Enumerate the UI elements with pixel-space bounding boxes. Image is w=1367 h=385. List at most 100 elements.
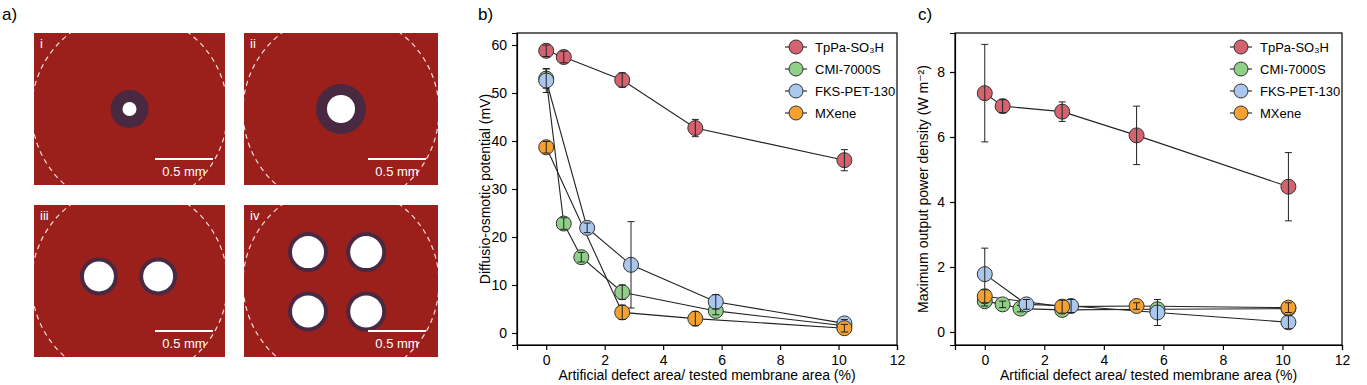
tick-mark <box>512 189 517 190</box>
data-point <box>574 250 589 265</box>
x-axis-title: Artificial defect area/ tested membrane … <box>1000 367 1297 383</box>
tick-mark <box>512 333 517 334</box>
error-bar <box>1023 300 1030 310</box>
tick-mark <box>838 345 839 350</box>
error-bar <box>981 290 988 303</box>
micrograph <box>34 205 225 357</box>
error-bar <box>543 69 550 93</box>
image-label: ii <box>250 36 256 51</box>
tick-label: 2 <box>601 352 609 368</box>
defect-halo <box>346 232 386 272</box>
legend-marker <box>789 62 803 76</box>
data-point <box>580 220 595 235</box>
error-bar <box>619 305 626 319</box>
defect-halo <box>139 257 177 295</box>
image-label: i <box>40 36 43 51</box>
data-point <box>837 321 852 336</box>
data-point <box>539 43 554 58</box>
tick-label: 4 <box>937 194 945 210</box>
error-bar <box>1133 106 1140 165</box>
tested-area-outline <box>34 205 225 357</box>
tick-label: 30 <box>491 181 507 197</box>
tested-area-outline <box>34 33 225 185</box>
tick: 0 <box>543 345 551 368</box>
y-axis-title: Maximum output power density (W m⁻²) <box>915 65 931 313</box>
chart: b)0246810120102030405060Artificial defec… <box>477 5 905 383</box>
defect-halo <box>316 84 366 134</box>
tick-label: 0 <box>981 352 989 368</box>
tick-mark <box>512 141 517 142</box>
tick-label: 8 <box>937 64 945 80</box>
error-bar <box>560 51 567 63</box>
tick-mark <box>512 45 517 46</box>
micrograph-background <box>244 33 438 185</box>
micrograph-background <box>34 33 225 185</box>
tick-label: 6 <box>937 129 945 145</box>
error-bar <box>841 324 848 332</box>
micrograph-background <box>34 205 225 357</box>
tick-mark <box>1163 345 1164 350</box>
tick-label: 6 <box>1160 352 1168 368</box>
defect-hole <box>143 261 173 291</box>
error-bar <box>712 295 719 309</box>
tick-label: 0 <box>499 325 507 341</box>
tick: 10 <box>491 277 517 293</box>
legend-label: TpPa-SO₃H <box>1260 40 1329 55</box>
tick-label: 20 <box>491 229 507 245</box>
error-bar <box>1059 300 1066 313</box>
tick: 12 <box>890 345 906 368</box>
tick-mark <box>950 202 955 203</box>
scale-bar <box>155 330 213 332</box>
error-bar <box>981 44 988 142</box>
tick-label: 0 <box>937 324 945 340</box>
error-bar <box>543 141 550 153</box>
axis-line <box>518 346 898 351</box>
micrograph-background <box>244 205 438 357</box>
legend-marker <box>789 106 803 120</box>
legend-entry: TpPa-SO₃H <box>1230 40 1329 55</box>
y-axis: 0102030405060 <box>491 34 517 346</box>
tick-label: 10 <box>491 277 507 293</box>
micrograph <box>244 33 438 185</box>
tick: 2 <box>937 259 955 275</box>
plot-frame <box>517 33 897 345</box>
legend: TpPa-SO₃HCMI-7000SFKS-PET-130MXene <box>1230 40 1340 121</box>
tick: 8 <box>777 345 785 368</box>
legend-marker <box>1234 106 1248 120</box>
scale-bar-label: 0.5 mm <box>162 336 205 351</box>
y-axis-title: Diffusio-osmotic potential (mV) <box>477 94 493 284</box>
tick-mark <box>950 72 955 73</box>
plot-frame <box>955 33 1342 345</box>
axis-line <box>950 34 956 346</box>
error-bar <box>999 301 1006 308</box>
error-bar <box>619 285 626 299</box>
legend-label: FKS-PET-130 <box>1260 84 1340 99</box>
tick: 40 <box>491 133 517 149</box>
data-point <box>708 294 723 309</box>
panel-label: a) <box>2 5 17 24</box>
defect-hole <box>84 261 114 291</box>
defect-halo <box>111 90 149 128</box>
defect-hole <box>350 236 382 268</box>
tick: 4 <box>1100 345 1108 368</box>
tick-label: 50 <box>491 85 507 101</box>
legend-label: CMI-7000S <box>815 62 881 77</box>
legend-marker <box>1234 84 1248 98</box>
image-label: iii <box>40 208 49 223</box>
legend-marker <box>789 40 803 54</box>
tick: 0 <box>499 325 517 341</box>
panel-label: c) <box>918 5 932 24</box>
axis-line <box>956 346 1343 351</box>
tick: 6 <box>1160 345 1168 368</box>
axis-line <box>512 34 518 346</box>
tick-label: 12 <box>890 352 906 368</box>
error-bar <box>1154 300 1161 326</box>
figure: a)i0.5 mmii0.5 mmiii0.5 mmiv0.5 mmb)0246… <box>0 0 1367 385</box>
tick: 8 <box>1220 345 1228 368</box>
data-point <box>539 140 554 155</box>
error-bar <box>692 119 699 136</box>
tick: 8 <box>937 64 955 80</box>
tick-mark <box>1282 345 1283 350</box>
tick: 50 <box>491 85 517 101</box>
legend-entry: TpPa-SO₃H <box>785 40 884 55</box>
